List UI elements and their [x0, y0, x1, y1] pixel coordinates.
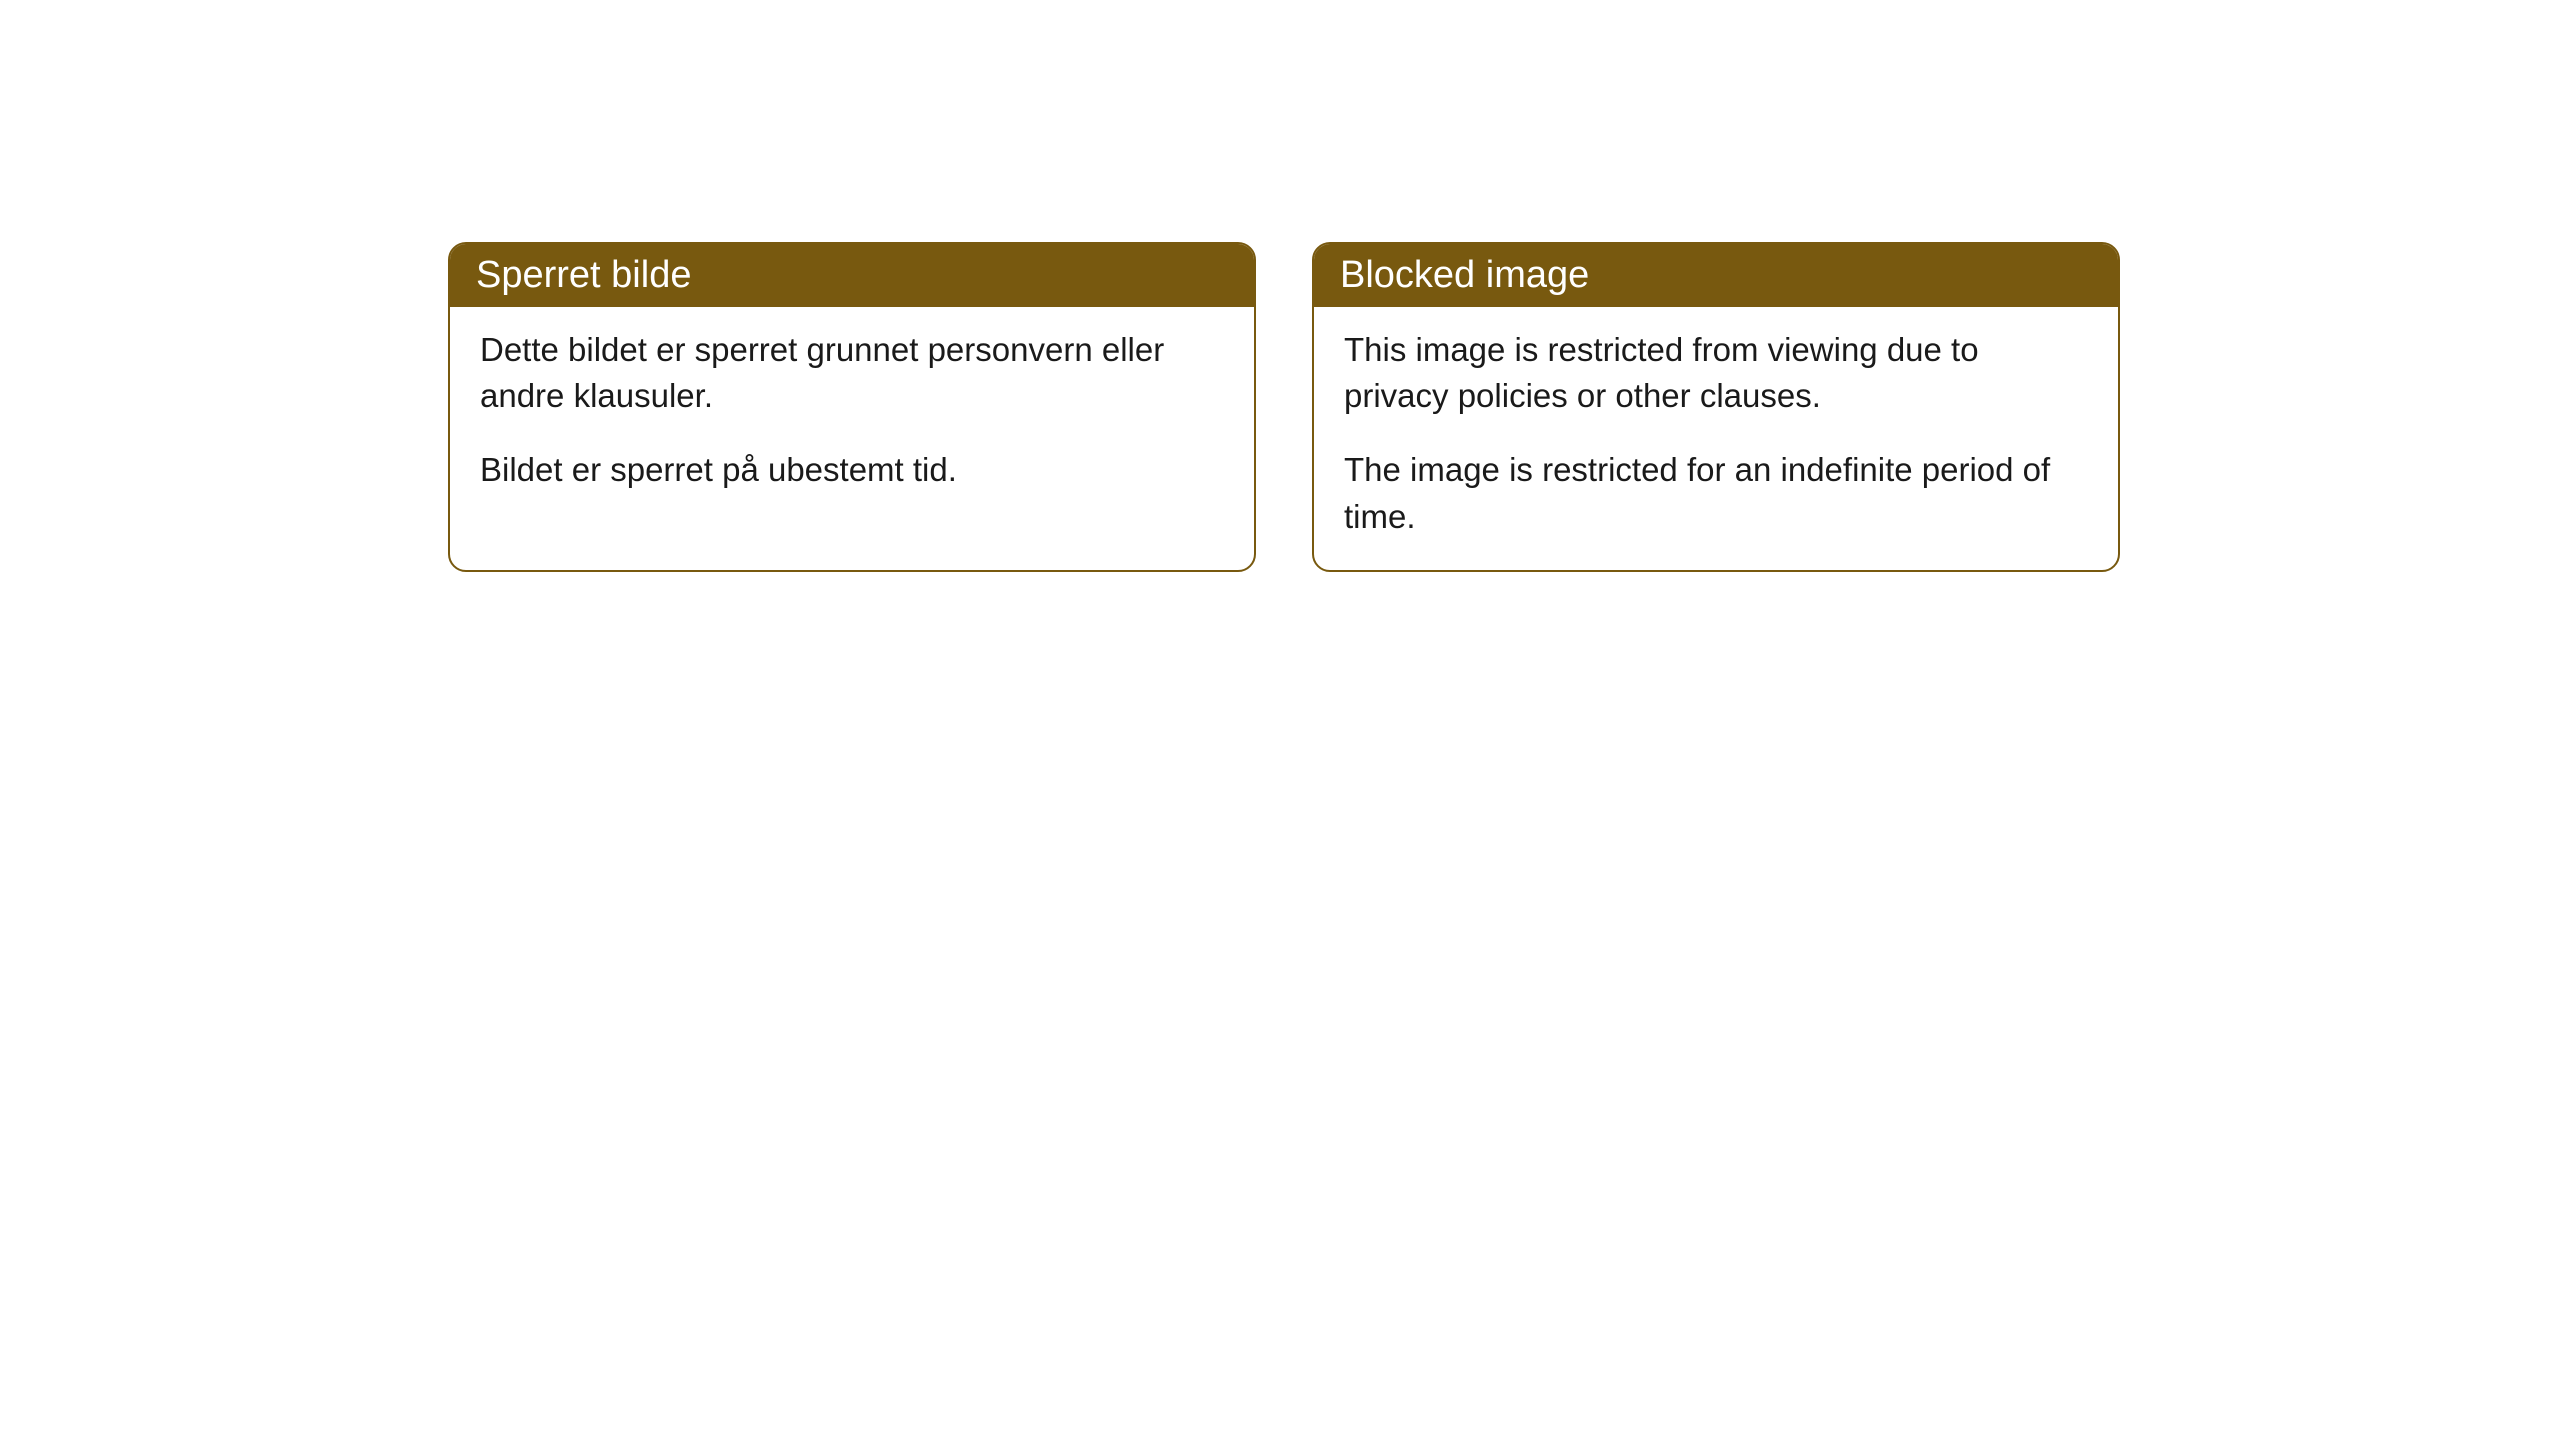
notice-card-norwegian: Sperret bilde Dette bildet er sperret gr…: [448, 242, 1256, 572]
notice-card-english: Blocked image This image is restricted f…: [1312, 242, 2120, 572]
notice-body: Dette bildet er sperret grunnet personve…: [450, 307, 1254, 524]
notice-paragraph-2: The image is restricted for an indefinit…: [1344, 447, 2088, 539]
notice-paragraph-1: Dette bildet er sperret grunnet personve…: [480, 327, 1224, 419]
notice-body: This image is restricted from viewing du…: [1314, 307, 2118, 570]
notice-header: Sperret bilde: [450, 244, 1254, 307]
notice-header: Blocked image: [1314, 244, 2118, 307]
notice-paragraph-1: This image is restricted from viewing du…: [1344, 327, 2088, 419]
notice-paragraph-2: Bildet er sperret på ubestemt tid.: [480, 447, 1224, 493]
notice-container: Sperret bilde Dette bildet er sperret gr…: [448, 242, 2120, 572]
